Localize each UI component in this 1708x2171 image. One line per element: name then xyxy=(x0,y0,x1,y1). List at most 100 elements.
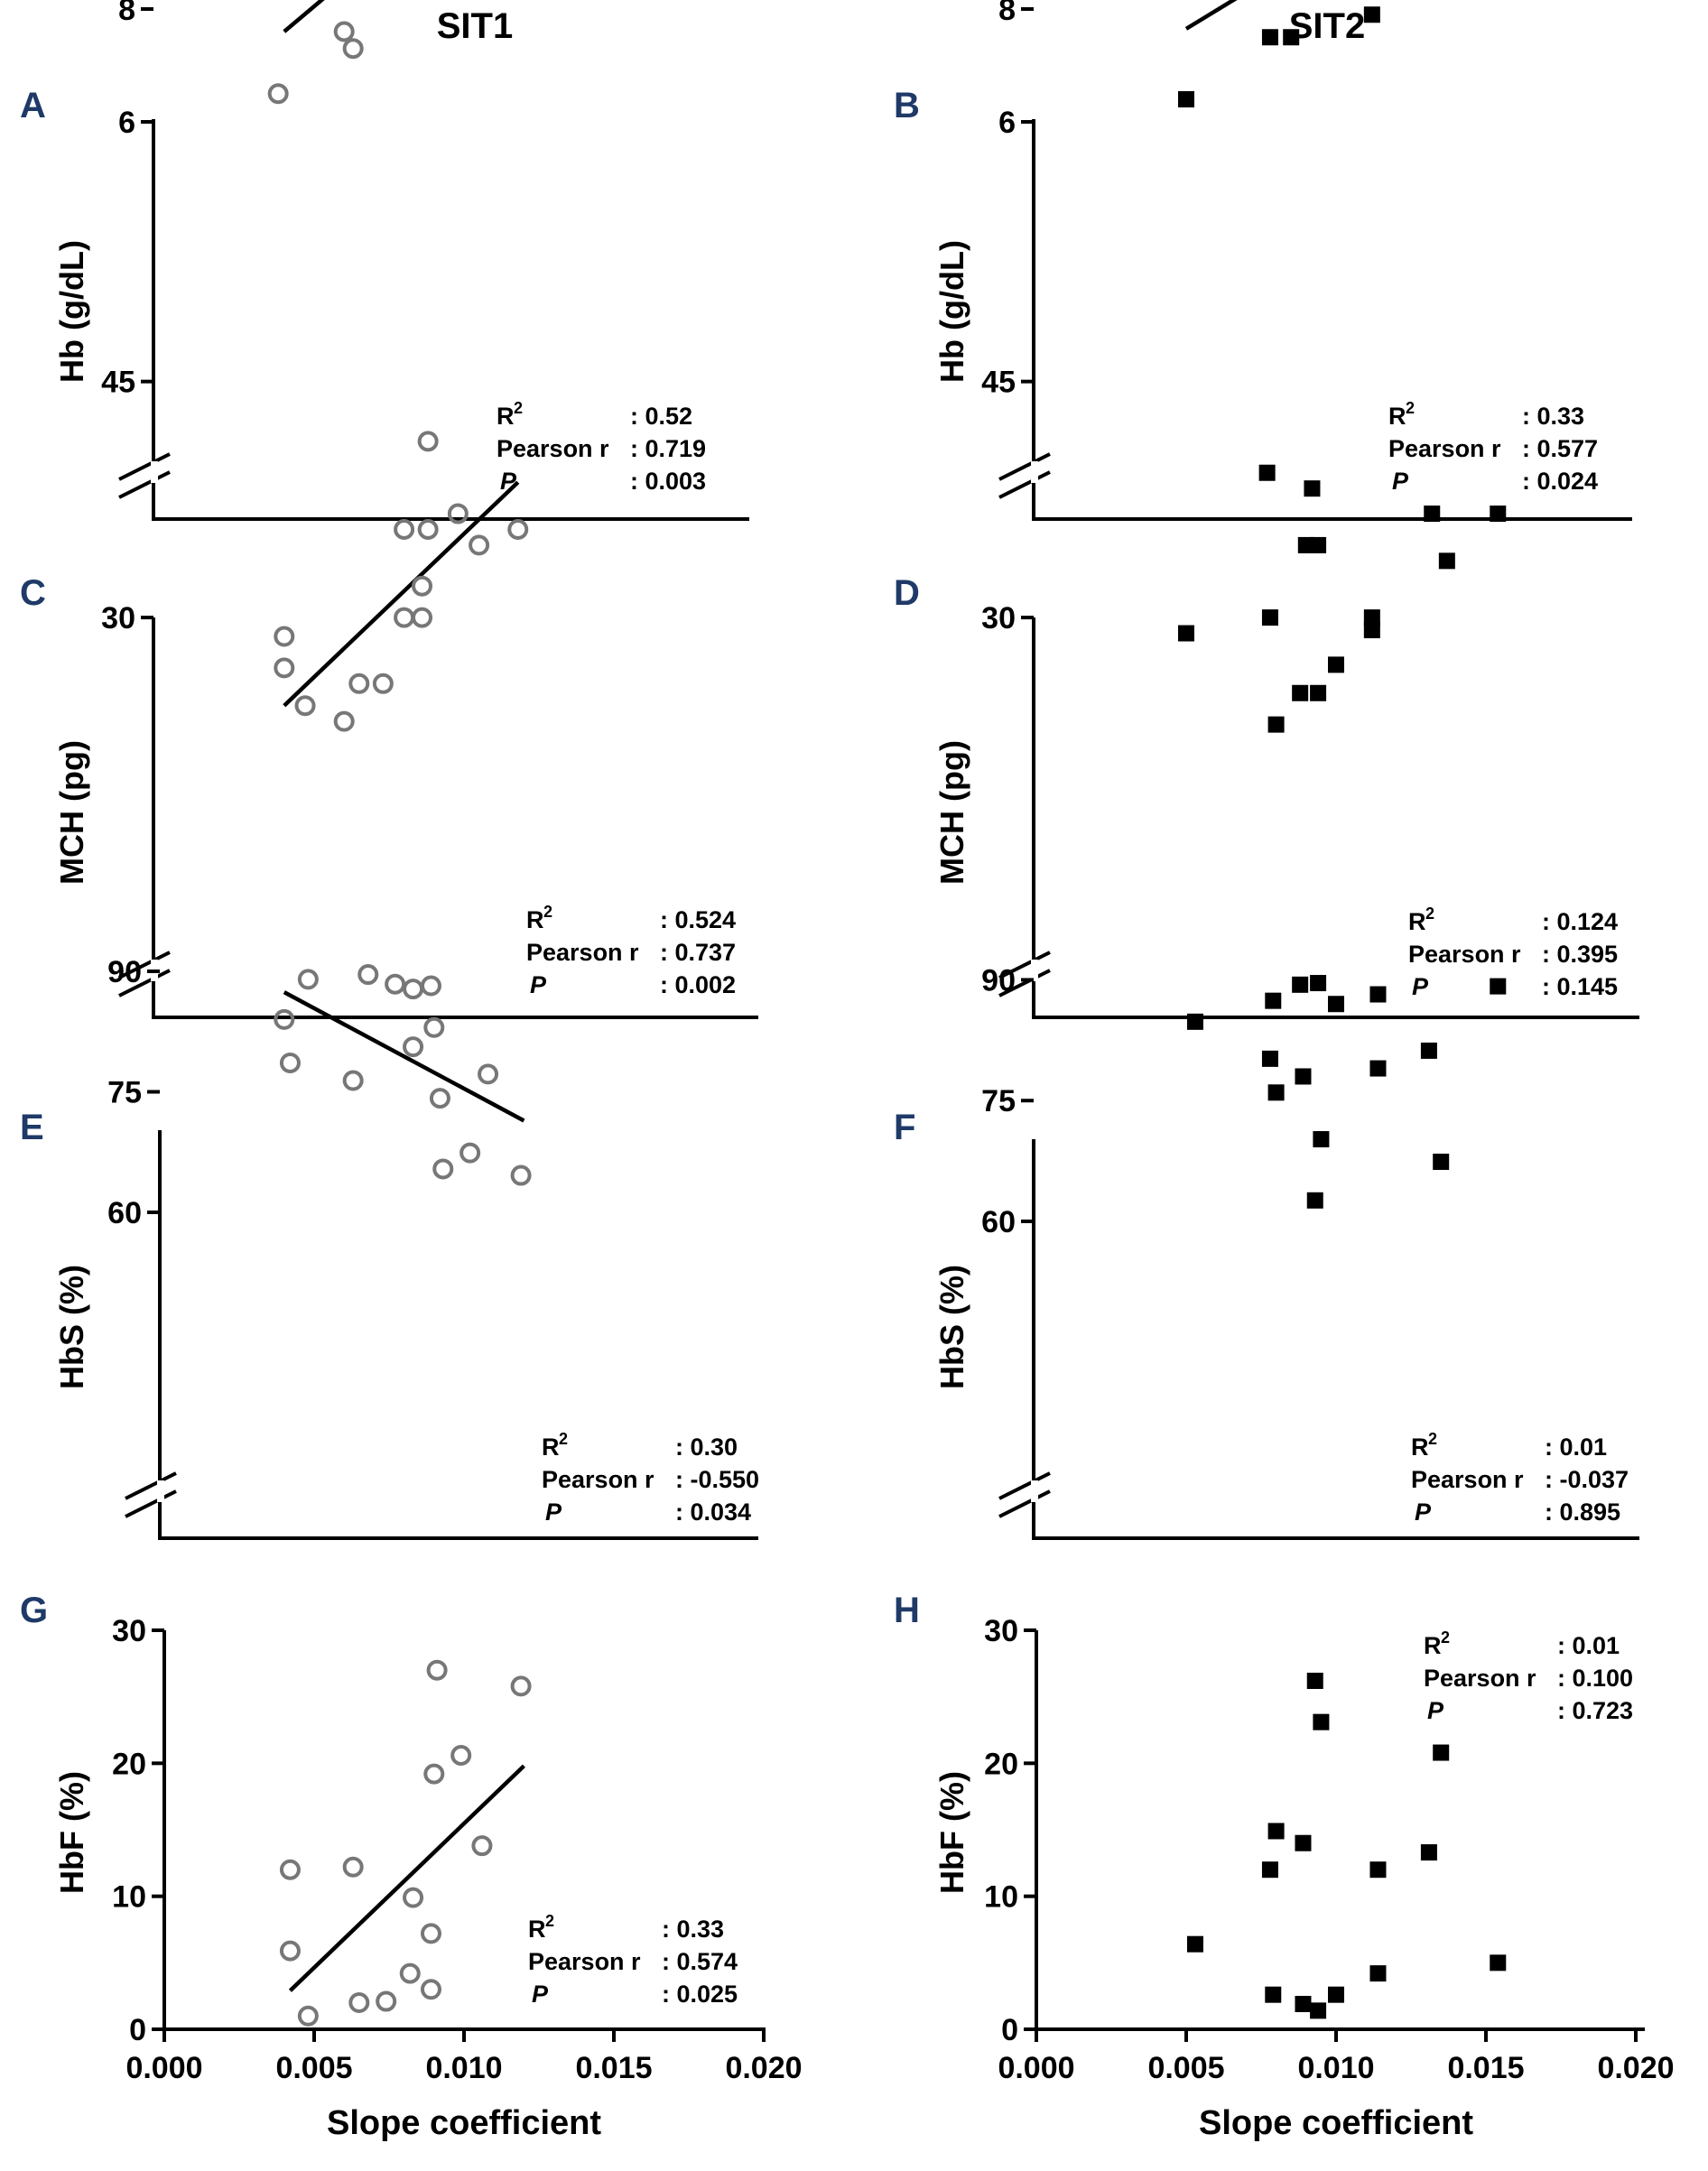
data-point xyxy=(297,969,319,990)
data-point xyxy=(399,1962,421,1984)
stat-p-value: : 0.723 xyxy=(1557,1697,1633,1724)
regression-line xyxy=(283,990,525,1123)
panel-letter: C xyxy=(20,573,46,613)
y-tick-label: 45 xyxy=(981,366,1016,400)
regression-line xyxy=(288,1764,525,1992)
data-point xyxy=(1420,1042,1437,1059)
data-point xyxy=(1310,975,1327,992)
y-tick-label: 20 xyxy=(984,1747,1018,1781)
data-point xyxy=(357,964,379,986)
data-point xyxy=(342,1070,364,1091)
y-tick-label: 30 xyxy=(984,1614,1018,1648)
data-point xyxy=(1186,1013,1203,1030)
data-point xyxy=(1369,1060,1387,1077)
x-axis-label: Slope coefficient xyxy=(1199,2104,1473,2142)
data-point xyxy=(420,1979,441,2000)
y-axis-label: MCH (pg) xyxy=(933,740,970,885)
data-point xyxy=(333,21,355,42)
y-tick-label: 20 xyxy=(112,1747,146,1781)
data-point xyxy=(279,1940,301,1962)
data-point xyxy=(1363,622,1380,639)
stat-r2-value: : 0.52 xyxy=(630,403,692,430)
stat-r2-superscript: 2 xyxy=(545,1912,554,1930)
stat-p-label: P xyxy=(1392,468,1409,495)
data-point xyxy=(1304,480,1321,497)
data-point xyxy=(432,1158,454,1180)
data-point xyxy=(1178,625,1194,642)
data-point xyxy=(348,1992,370,2014)
data-point xyxy=(478,1063,499,1085)
data-point xyxy=(1261,609,1278,626)
axis-break-mark xyxy=(998,969,1051,997)
data-point xyxy=(412,575,433,597)
x-tick-label: 0.020 xyxy=(725,2051,802,2085)
data-point xyxy=(1490,1954,1507,1972)
stat-r2-superscript: 2 xyxy=(543,903,552,921)
stat-pearson-label: Pearson r xyxy=(1408,941,1521,968)
stat-p-label: P xyxy=(530,971,547,998)
data-point xyxy=(1265,1986,1282,2003)
data-point xyxy=(376,1990,397,2012)
stat-pearson-value: : 0.100 xyxy=(1557,1665,1633,1692)
x-tick-label: 0.010 xyxy=(425,2051,502,2085)
data-point xyxy=(274,657,295,679)
regression-line xyxy=(283,480,520,708)
stat-p-value: : 0.024 xyxy=(1522,468,1598,495)
axis-break-gap xyxy=(1031,960,1038,981)
y-tick-label: 60 xyxy=(981,1205,1016,1239)
data-point xyxy=(1369,1965,1387,1982)
stat-r2-superscript: 2 xyxy=(1406,399,1415,417)
data-point xyxy=(274,626,295,647)
stat-r2-label: R xyxy=(497,403,515,430)
data-point xyxy=(1363,6,1380,23)
data-point xyxy=(372,673,394,694)
stat-r2-label: R xyxy=(1388,403,1406,430)
stat-p-label: P xyxy=(1415,1498,1432,1526)
axis-break-mark xyxy=(998,1471,1051,1500)
x-tick-label: 0.005 xyxy=(275,2051,352,2085)
data-point xyxy=(507,518,529,540)
data-point xyxy=(1420,1844,1437,1861)
data-point xyxy=(342,1856,364,1878)
stat-r2-value: : 0.01 xyxy=(1545,1433,1607,1461)
data-point xyxy=(333,710,355,732)
panel-letter: A xyxy=(20,86,46,125)
stat-r2-value: : 0.33 xyxy=(1522,403,1584,430)
stat-p-label: P xyxy=(1427,1697,1444,1724)
column-title-sit2: SIT2 xyxy=(1289,6,1365,46)
stat-r2-value: : 0.524 xyxy=(660,906,736,933)
stat-p-value: : 0.002 xyxy=(660,971,736,998)
stat-r2-value: : 0.124 xyxy=(1542,908,1618,935)
data-point xyxy=(1328,996,1344,1013)
data-point xyxy=(1490,506,1507,523)
data-point xyxy=(1267,1084,1285,1101)
y-tick-label: 6 xyxy=(118,106,135,140)
stat-r2-superscript: 2 xyxy=(1441,1628,1450,1647)
x-tick-label: 0.010 xyxy=(1297,2051,1374,2085)
y-axis-label: HbF (%) xyxy=(933,1771,970,1894)
panel-letter: D xyxy=(894,573,920,613)
data-point xyxy=(1261,1861,1278,1879)
panel-f: F 60 75 90 HbS (%) R 2: 0.01 Pearson r: -0.037 P… xyxy=(894,963,1639,1540)
data-point xyxy=(279,1859,301,1880)
y-axis-label: MCH (pg) xyxy=(53,740,90,885)
y-axis-label: HbF (%) xyxy=(53,1771,90,1894)
stat-p-label: P xyxy=(1412,973,1429,1000)
stat-r2-label: R xyxy=(528,1916,546,1943)
panel-letter: F xyxy=(894,1108,915,1147)
stat-r2-label: R xyxy=(1411,1433,1429,1461)
stat-p-value: : 0.025 xyxy=(662,1981,738,2008)
stat-r2-value: : 0.33 xyxy=(662,1916,724,1943)
data-point xyxy=(1267,716,1285,733)
y-tick-label: 30 xyxy=(112,1614,146,1648)
y-tick-label: 90 xyxy=(107,955,142,989)
data-point xyxy=(1295,1834,1312,1851)
stat-pearson-value: : -0.037 xyxy=(1545,1466,1629,1493)
data-point xyxy=(471,1835,493,1857)
y-tick-label: 10 xyxy=(112,1880,146,1915)
